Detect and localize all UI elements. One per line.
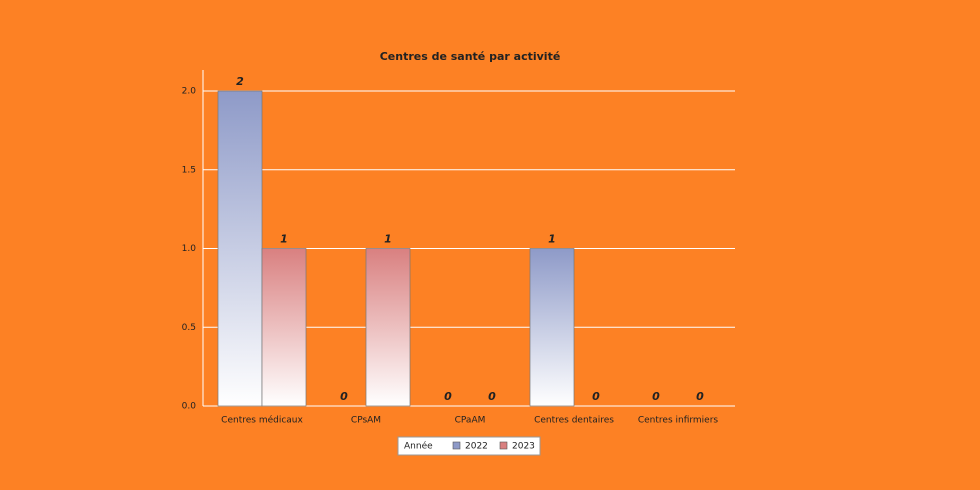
- data-label: 0: [488, 390, 496, 403]
- data-label: 0: [592, 390, 600, 403]
- legend-swatch: [499, 441, 508, 450]
- chart-title: Centres de santé par activité: [380, 50, 561, 63]
- data-label: 0: [652, 390, 660, 403]
- bar: [261, 248, 307, 407]
- legend-box: [397, 436, 541, 456]
- data-label: 2: [236, 75, 244, 88]
- x-tick-label: CPsAM: [351, 416, 381, 426]
- bar: [217, 90, 263, 407]
- legend-label: 2023: [512, 442, 535, 452]
- x-tick-label: CPaAM: [455, 416, 486, 426]
- data-label: 1: [384, 233, 392, 246]
- legend-swatch: [452, 441, 461, 450]
- legend-title: Année: [404, 441, 433, 452]
- x-tick-label: Centres dentaires: [534, 416, 614, 426]
- data-label: 0: [340, 390, 348, 403]
- legend-label: 2022: [465, 442, 488, 452]
- x-tick-label: Centres médicaux: [221, 415, 303, 426]
- data-label: 1: [280, 233, 288, 246]
- data-label: 0: [444, 390, 452, 403]
- y-tick-label: 0.0: [182, 402, 197, 412]
- y-tick-label: 1.0: [182, 244, 197, 254]
- bar: [529, 248, 575, 407]
- data-label: 0: [696, 390, 704, 403]
- data-label: 1: [548, 233, 556, 246]
- y-tick-label: 0.5: [182, 323, 196, 333]
- y-tick-label: 1.5: [182, 165, 196, 175]
- bar: [365, 248, 411, 407]
- x-tick-label: Centres infirmiers: [638, 416, 719, 426]
- y-tick-label: 2.0: [182, 87, 197, 97]
